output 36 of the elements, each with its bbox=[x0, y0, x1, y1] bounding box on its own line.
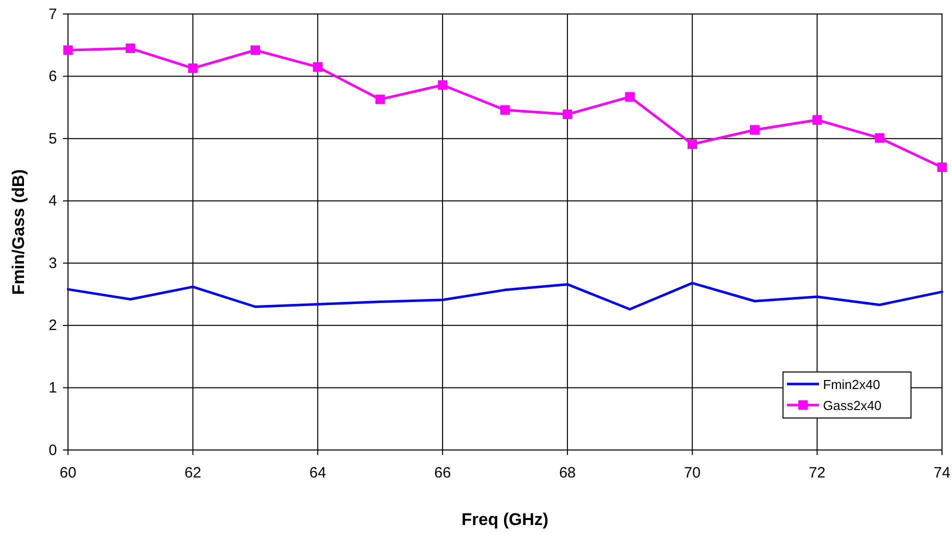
y-tick-label: 5 bbox=[48, 130, 57, 148]
x-tick-label: 72 bbox=[808, 464, 826, 482]
x-tick-label: 68 bbox=[559, 464, 576, 482]
line-series bbox=[66, 282, 944, 310]
y-tick-label: 3 bbox=[48, 254, 57, 272]
point bbox=[750, 125, 760, 135]
x-tick-label: 66 bbox=[434, 464, 451, 482]
point bbox=[63, 45, 73, 55]
point bbox=[438, 80, 448, 90]
y-tick-label: 1 bbox=[48, 380, 57, 397]
x-tick-label: 70 bbox=[684, 464, 701, 482]
point bbox=[625, 92, 635, 102]
x-tick-label: 62 bbox=[184, 464, 202, 482]
y-tick-label: 7 bbox=[48, 6, 57, 23]
point bbox=[188, 63, 198, 73]
legend-label: Fmin2x40 bbox=[823, 377, 880, 392]
y-tick-label: 2 bbox=[48, 317, 57, 334]
legend-label: Gass2x40 bbox=[823, 398, 882, 413]
y-tick-label: 4 bbox=[48, 192, 57, 210]
y-tick-label: 0 bbox=[48, 442, 57, 459]
x-axis-title: Freq (GHz) bbox=[462, 510, 548, 529]
point bbox=[812, 115, 822, 125]
point bbox=[874, 133, 884, 143]
point bbox=[562, 110, 572, 120]
x-tick-label: 64 bbox=[309, 464, 326, 482]
x-tick-label: 74 bbox=[934, 464, 950, 482]
point bbox=[688, 139, 698, 149]
point bbox=[250, 45, 260, 55]
point bbox=[500, 105, 510, 115]
x-tick-label: 60 bbox=[60, 464, 76, 482]
y-axis-title: Fmin/Gass (dB) bbox=[9, 169, 28, 295]
point bbox=[937, 162, 947, 172]
point bbox=[375, 94, 385, 104]
y-tick-label: 6 bbox=[48, 68, 57, 86]
point bbox=[126, 44, 136, 53]
point bbox=[312, 62, 322, 72]
